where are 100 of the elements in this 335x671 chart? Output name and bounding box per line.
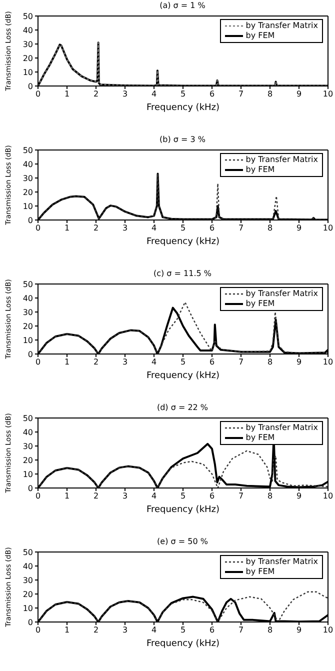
x-tick-label: 9 xyxy=(296,626,302,635)
x-tick-label: 3 xyxy=(122,358,128,367)
x-tick-label: 1 xyxy=(64,626,70,635)
legend-label: by Transfer Matrix xyxy=(246,423,318,433)
x-tick-label: 3 xyxy=(122,626,128,635)
legend-label: by Transfer Matrix xyxy=(246,155,318,165)
legend-label: by FEM xyxy=(246,165,275,175)
legend-label: by Transfer Matrix xyxy=(246,21,318,31)
x-tick-label: 6 xyxy=(209,492,215,501)
y-tick-label: 10 xyxy=(22,470,33,479)
y-tick-label: 0 xyxy=(28,618,33,627)
x-tick-label: 7 xyxy=(238,492,244,501)
y-tick-label: 50 xyxy=(22,414,33,423)
y-tick-label: 10 xyxy=(22,202,33,211)
chart-title: (c) σ = 11.5 % xyxy=(152,268,212,279)
x-tick-label: 7 xyxy=(238,626,244,635)
x-tick-label: 0 xyxy=(35,90,41,99)
legend-label: by FEM xyxy=(246,567,275,577)
x-axis-title: Frequency (kHz) xyxy=(146,505,220,515)
x-tick-label: 3 xyxy=(122,492,128,501)
x-tick-label: 0 xyxy=(35,492,41,501)
y-tick-label: 0 xyxy=(28,350,33,359)
x-tick-label: 2 xyxy=(93,626,99,635)
x-tick-label: 5 xyxy=(180,224,186,233)
y-tick-label: 30 xyxy=(22,308,33,317)
y-tick-label: 30 xyxy=(22,174,33,183)
y-tick-label: 0 xyxy=(28,216,33,225)
legend-label: by FEM xyxy=(246,299,275,309)
x-tick-label: 7 xyxy=(238,224,244,233)
legend-label: by FEM xyxy=(246,31,275,41)
y-tick-label: 20 xyxy=(22,188,33,197)
x-tick-label: 5 xyxy=(180,358,186,367)
y-tick-label: 10 xyxy=(22,68,33,77)
x-tick-label: 8 xyxy=(267,90,273,99)
x-tick-label: 5 xyxy=(180,90,186,99)
x-tick-label: 5 xyxy=(180,626,186,635)
y-tick-label: 40 xyxy=(22,26,33,35)
chart-title: (b) σ = 3 % xyxy=(158,134,206,145)
x-tick-label: 10 xyxy=(322,90,334,99)
y-tick-label: 10 xyxy=(22,604,33,613)
y-tick-label: 0 xyxy=(28,484,33,493)
x-tick-label: 1 xyxy=(64,492,70,501)
x-tick-label: 3 xyxy=(122,224,128,233)
legend-label: by FEM xyxy=(246,433,275,443)
y-tick-label: 20 xyxy=(22,590,33,599)
chart-title: (e) σ = 50 % xyxy=(156,536,209,547)
x-tick-label: 1 xyxy=(64,224,70,233)
x-tick-label: 4 xyxy=(151,358,157,367)
chart-title: (a) σ = 1 % xyxy=(158,0,206,11)
y-tick-label: 30 xyxy=(22,442,33,451)
x-tick-label: 0 xyxy=(35,626,41,635)
x-tick-label: 2 xyxy=(93,492,99,501)
y-tick-label: 50 xyxy=(22,146,33,155)
chart-title: (d) σ = 22 % xyxy=(156,402,210,413)
x-tick-label: 2 xyxy=(93,224,99,233)
x-tick-label: 4 xyxy=(151,90,157,99)
x-tick-label: 1 xyxy=(64,90,70,99)
x-tick-label: 6 xyxy=(209,224,215,233)
x-tick-label: 8 xyxy=(267,626,273,635)
y-tick-label: 40 xyxy=(22,294,33,303)
x-tick-label: 0 xyxy=(35,224,41,233)
x-tick-label: 9 xyxy=(296,492,302,501)
y-tick-label: 30 xyxy=(22,576,33,585)
x-tick-label: 6 xyxy=(209,90,215,99)
x-tick-label: 6 xyxy=(209,626,215,635)
x-tick-label: 6 xyxy=(209,358,215,367)
x-tick-label: 8 xyxy=(267,224,273,233)
x-tick-label: 8 xyxy=(267,492,273,501)
legend-label: by Transfer Matrix xyxy=(246,289,318,299)
x-tick-label: 9 xyxy=(296,90,302,99)
y-tick-label: 0 xyxy=(28,82,33,91)
x-tick-label: 9 xyxy=(296,224,302,233)
y-tick-label: 40 xyxy=(22,160,33,169)
x-axis-title: Frequency (kHz) xyxy=(146,237,220,247)
y-tick-label: 30 xyxy=(22,40,33,49)
x-tick-label: 4 xyxy=(151,224,157,233)
x-tick-label: 1 xyxy=(64,358,70,367)
x-axis-title: Frequency (kHz) xyxy=(146,103,220,113)
x-tick-label: 10 xyxy=(322,224,334,233)
x-tick-label: 7 xyxy=(238,358,244,367)
x-tick-label: 4 xyxy=(151,492,157,501)
y-tick-label: 40 xyxy=(22,562,33,571)
y-tick-label: 40 xyxy=(22,428,33,437)
x-tick-label: 5 xyxy=(180,492,186,501)
x-axis-title: Frequency (kHz) xyxy=(146,371,220,381)
x-tick-label: 7 xyxy=(238,90,244,99)
y-tick-label: 20 xyxy=(22,54,33,63)
y-tick-label: 50 xyxy=(22,548,33,557)
x-tick-label: 10 xyxy=(322,626,334,635)
y-tick-label: 50 xyxy=(22,280,33,289)
x-tick-label: 8 xyxy=(267,358,273,367)
x-tick-label: 3 xyxy=(122,90,128,99)
x-tick-label: 2 xyxy=(93,90,99,99)
x-axis-title: Frequency (kHz) xyxy=(146,639,220,649)
x-tick-label: 10 xyxy=(322,492,334,501)
legend-label: by Transfer Matrix xyxy=(246,557,318,567)
x-tick-label: 2 xyxy=(93,358,99,367)
y-tick-label: 20 xyxy=(22,456,33,465)
x-tick-label: 10 xyxy=(322,358,334,367)
y-tick-label: 50 xyxy=(22,12,33,21)
